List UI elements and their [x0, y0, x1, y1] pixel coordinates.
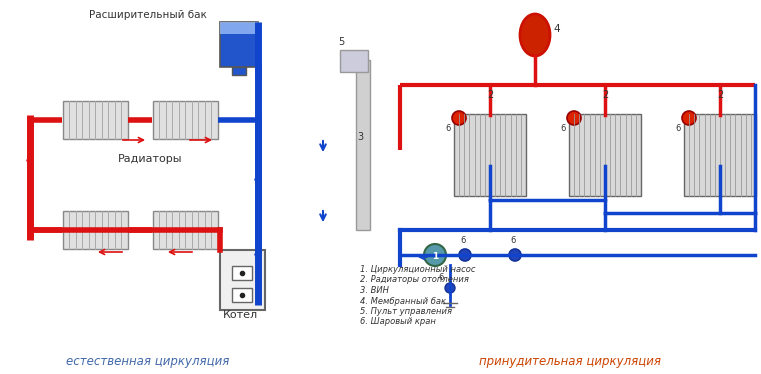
Circle shape — [452, 111, 466, 125]
Text: 6: 6 — [675, 124, 680, 133]
Bar — [220, 22, 258, 67]
Text: Котел: Котел — [223, 310, 258, 320]
Bar — [220, 250, 265, 310]
Bar — [152, 101, 218, 139]
Text: 1: 1 — [432, 252, 438, 261]
Text: Радиаторы: Радиаторы — [118, 154, 182, 164]
Text: 2: 2 — [602, 90, 608, 100]
Text: 2. Радиаторы отопления: 2. Радиаторы отопления — [360, 276, 469, 285]
Bar — [220, 22, 258, 34]
Circle shape — [682, 111, 696, 125]
Text: 6: 6 — [438, 273, 444, 282]
Circle shape — [445, 283, 455, 293]
Bar — [569, 114, 641, 196]
Text: 6: 6 — [510, 236, 515, 245]
Ellipse shape — [520, 14, 550, 56]
Bar — [454, 114, 526, 196]
Text: 1. Циркуляционный насос: 1. Циркуляционный насос — [360, 265, 476, 274]
Text: Расширительный бак: Расширительный бак — [89, 10, 207, 20]
Text: 2: 2 — [717, 90, 723, 100]
Text: 4. Мембранный бак: 4. Мембранный бак — [360, 297, 446, 306]
Bar — [62, 211, 128, 249]
Circle shape — [567, 111, 581, 125]
Text: 2: 2 — [487, 90, 493, 100]
Text: принудительная циркуляция: принудительная циркуляция — [479, 355, 661, 368]
Text: 5: 5 — [338, 37, 344, 47]
Bar — [684, 114, 756, 196]
Text: 6: 6 — [560, 124, 565, 133]
Bar — [232, 67, 246, 75]
Text: 6. Шаровый кран: 6. Шаровый кран — [360, 318, 436, 327]
Bar — [152, 211, 218, 249]
Bar — [356, 60, 370, 230]
Bar — [232, 288, 252, 302]
Text: 4: 4 — [553, 24, 559, 34]
Bar — [232, 266, 252, 280]
Text: 6: 6 — [460, 236, 466, 245]
Circle shape — [424, 244, 446, 266]
Bar — [340, 50, 368, 72]
Text: естественная циркуляция: естественная циркуляция — [66, 355, 230, 368]
Text: 3: 3 — [357, 132, 363, 142]
Circle shape — [509, 249, 521, 261]
Text: 5. Пульт управления: 5. Пульт управления — [360, 307, 452, 316]
Text: 3. ВИН: 3. ВИН — [360, 286, 389, 295]
Bar — [62, 101, 128, 139]
Circle shape — [459, 249, 471, 261]
Text: 6: 6 — [445, 124, 451, 133]
